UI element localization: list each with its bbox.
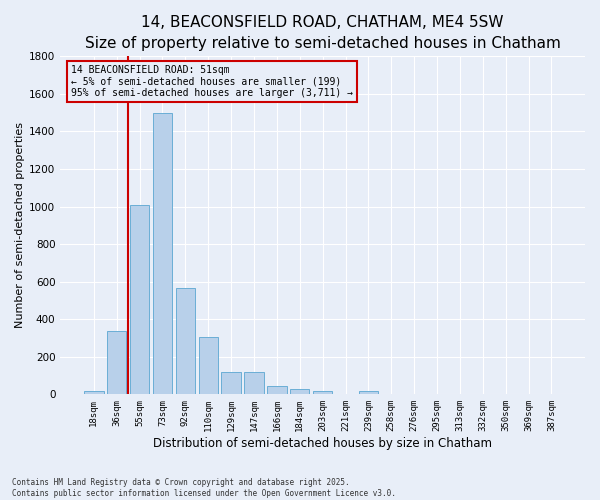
Bar [130, 204, 149, 394]
Y-axis label: Number of semi-detached properties: Number of semi-detached properties [15, 122, 25, 328]
Bar [267, 386, 287, 394]
Text: 14 BEACONSFIELD ROAD: 51sqm
← 5% of semi-detached houses are smaller (199)
95% o: 14 BEACONSFIELD ROAD: 51sqm ← 5% of semi… [71, 65, 353, 98]
Bar [221, 372, 241, 394]
Bar [107, 332, 127, 394]
Title: 14, BEACONSFIELD ROAD, CHATHAM, ME4 5SW
Size of property relative to semi-detach: 14, BEACONSFIELD ROAD, CHATHAM, ME4 5SW … [85, 15, 560, 51]
Bar [313, 390, 332, 394]
Bar [359, 390, 378, 394]
Bar [176, 288, 195, 395]
Bar [244, 372, 264, 394]
Bar [153, 112, 172, 394]
Bar [290, 388, 310, 394]
Text: Contains HM Land Registry data © Crown copyright and database right 2025.
Contai: Contains HM Land Registry data © Crown c… [12, 478, 396, 498]
X-axis label: Distribution of semi-detached houses by size in Chatham: Distribution of semi-detached houses by … [153, 437, 492, 450]
Bar [84, 390, 104, 394]
Bar [199, 337, 218, 394]
